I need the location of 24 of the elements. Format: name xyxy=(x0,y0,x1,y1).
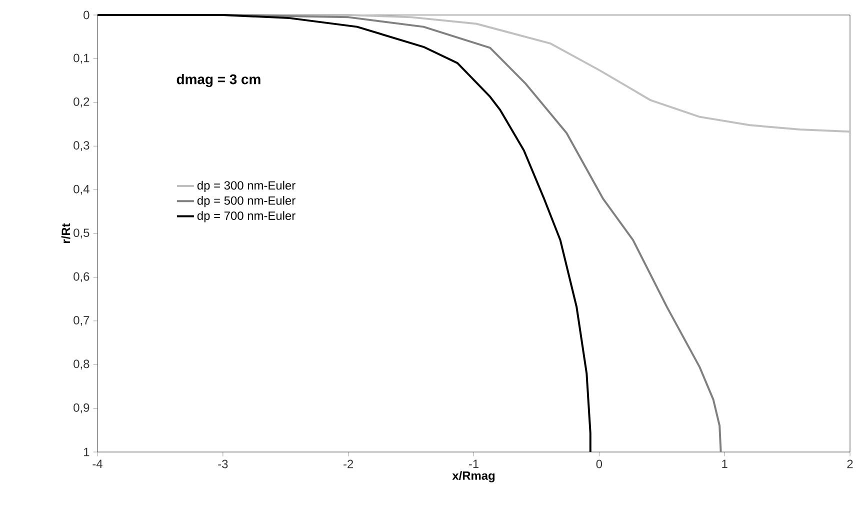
y-tick-label: 0,8 xyxy=(74,360,90,370)
legend-label: dp = 500 nm-Euler xyxy=(197,196,296,208)
y-tick-label: 0,5 xyxy=(74,228,90,238)
x-tick-label: -1 xyxy=(468,460,478,468)
y-tick-label: 0,3 xyxy=(74,141,90,152)
x-axis-title: x/Rmag xyxy=(452,471,495,482)
x-tick-label: -4 xyxy=(92,460,102,468)
y-tick-label: 0,4 xyxy=(74,184,90,195)
y-tick-label: 0,1 xyxy=(74,54,90,64)
annotation: dmag = 3 cm xyxy=(176,74,260,88)
x-tick-label: -2 xyxy=(344,460,354,468)
y-tick-label: 0,9 xyxy=(74,403,90,414)
x-tick-label: -3 xyxy=(218,460,228,468)
y-tick-label: 1 xyxy=(84,448,90,456)
y-tick-label: 0 xyxy=(84,10,90,20)
x-tick-label: 0 xyxy=(596,460,602,468)
x-tick-label: 2 xyxy=(847,460,853,468)
legend-label: dp = 300 nm-Euler xyxy=(197,180,296,192)
legend-label: dp = 700 nm-Euler xyxy=(197,211,296,222)
y-axis-title: r/Rt xyxy=(61,223,70,244)
y-tick-label: 0,7 xyxy=(74,316,90,326)
x-tick-label: 1 xyxy=(722,460,728,468)
y-tick-label: 0,6 xyxy=(74,272,90,282)
y-tick-label: 0,2 xyxy=(74,97,90,108)
